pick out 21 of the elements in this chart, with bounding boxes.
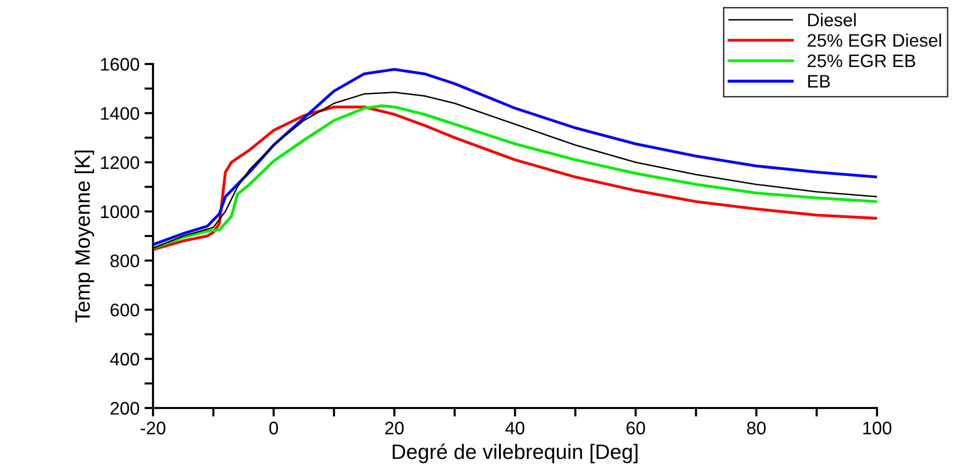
legend-label: 25% EGR Diesel [808, 34, 941, 47]
x-tick-label: -20 [140, 422, 166, 434]
x-tick-label: 20 [385, 422, 404, 434]
x-tick-label: 60 [626, 422, 646, 434]
legend-label: EB [808, 75, 830, 88]
y-tick-label: 400 [110, 352, 140, 366]
legend-label: Diesel [808, 13, 856, 26]
y-tick-label: 1600 [101, 58, 140, 71]
y-tick-label: 1000 [101, 205, 140, 218]
y-tick-label: 1200 [101, 156, 140, 170]
y-tick-label: 1400 [101, 107, 140, 120]
x-axis-title: Degré de vilebrequin [Deg] [392, 444, 638, 464]
y-axis-title: Temp Moyenne [K] [74, 150, 94, 322]
x-tick-label: 100 [863, 422, 892, 434]
y-tick-label: 800 [110, 254, 140, 268]
y-tick-label: 600 [110, 304, 140, 316]
x-tick-label: 0 [269, 422, 278, 434]
legend-label: 25% EGR EB [808, 54, 916, 68]
x-tick-label: 40 [505, 422, 524, 434]
x-tick-label: 80 [747, 422, 766, 434]
y-tick-label: 200 [110, 402, 140, 415]
